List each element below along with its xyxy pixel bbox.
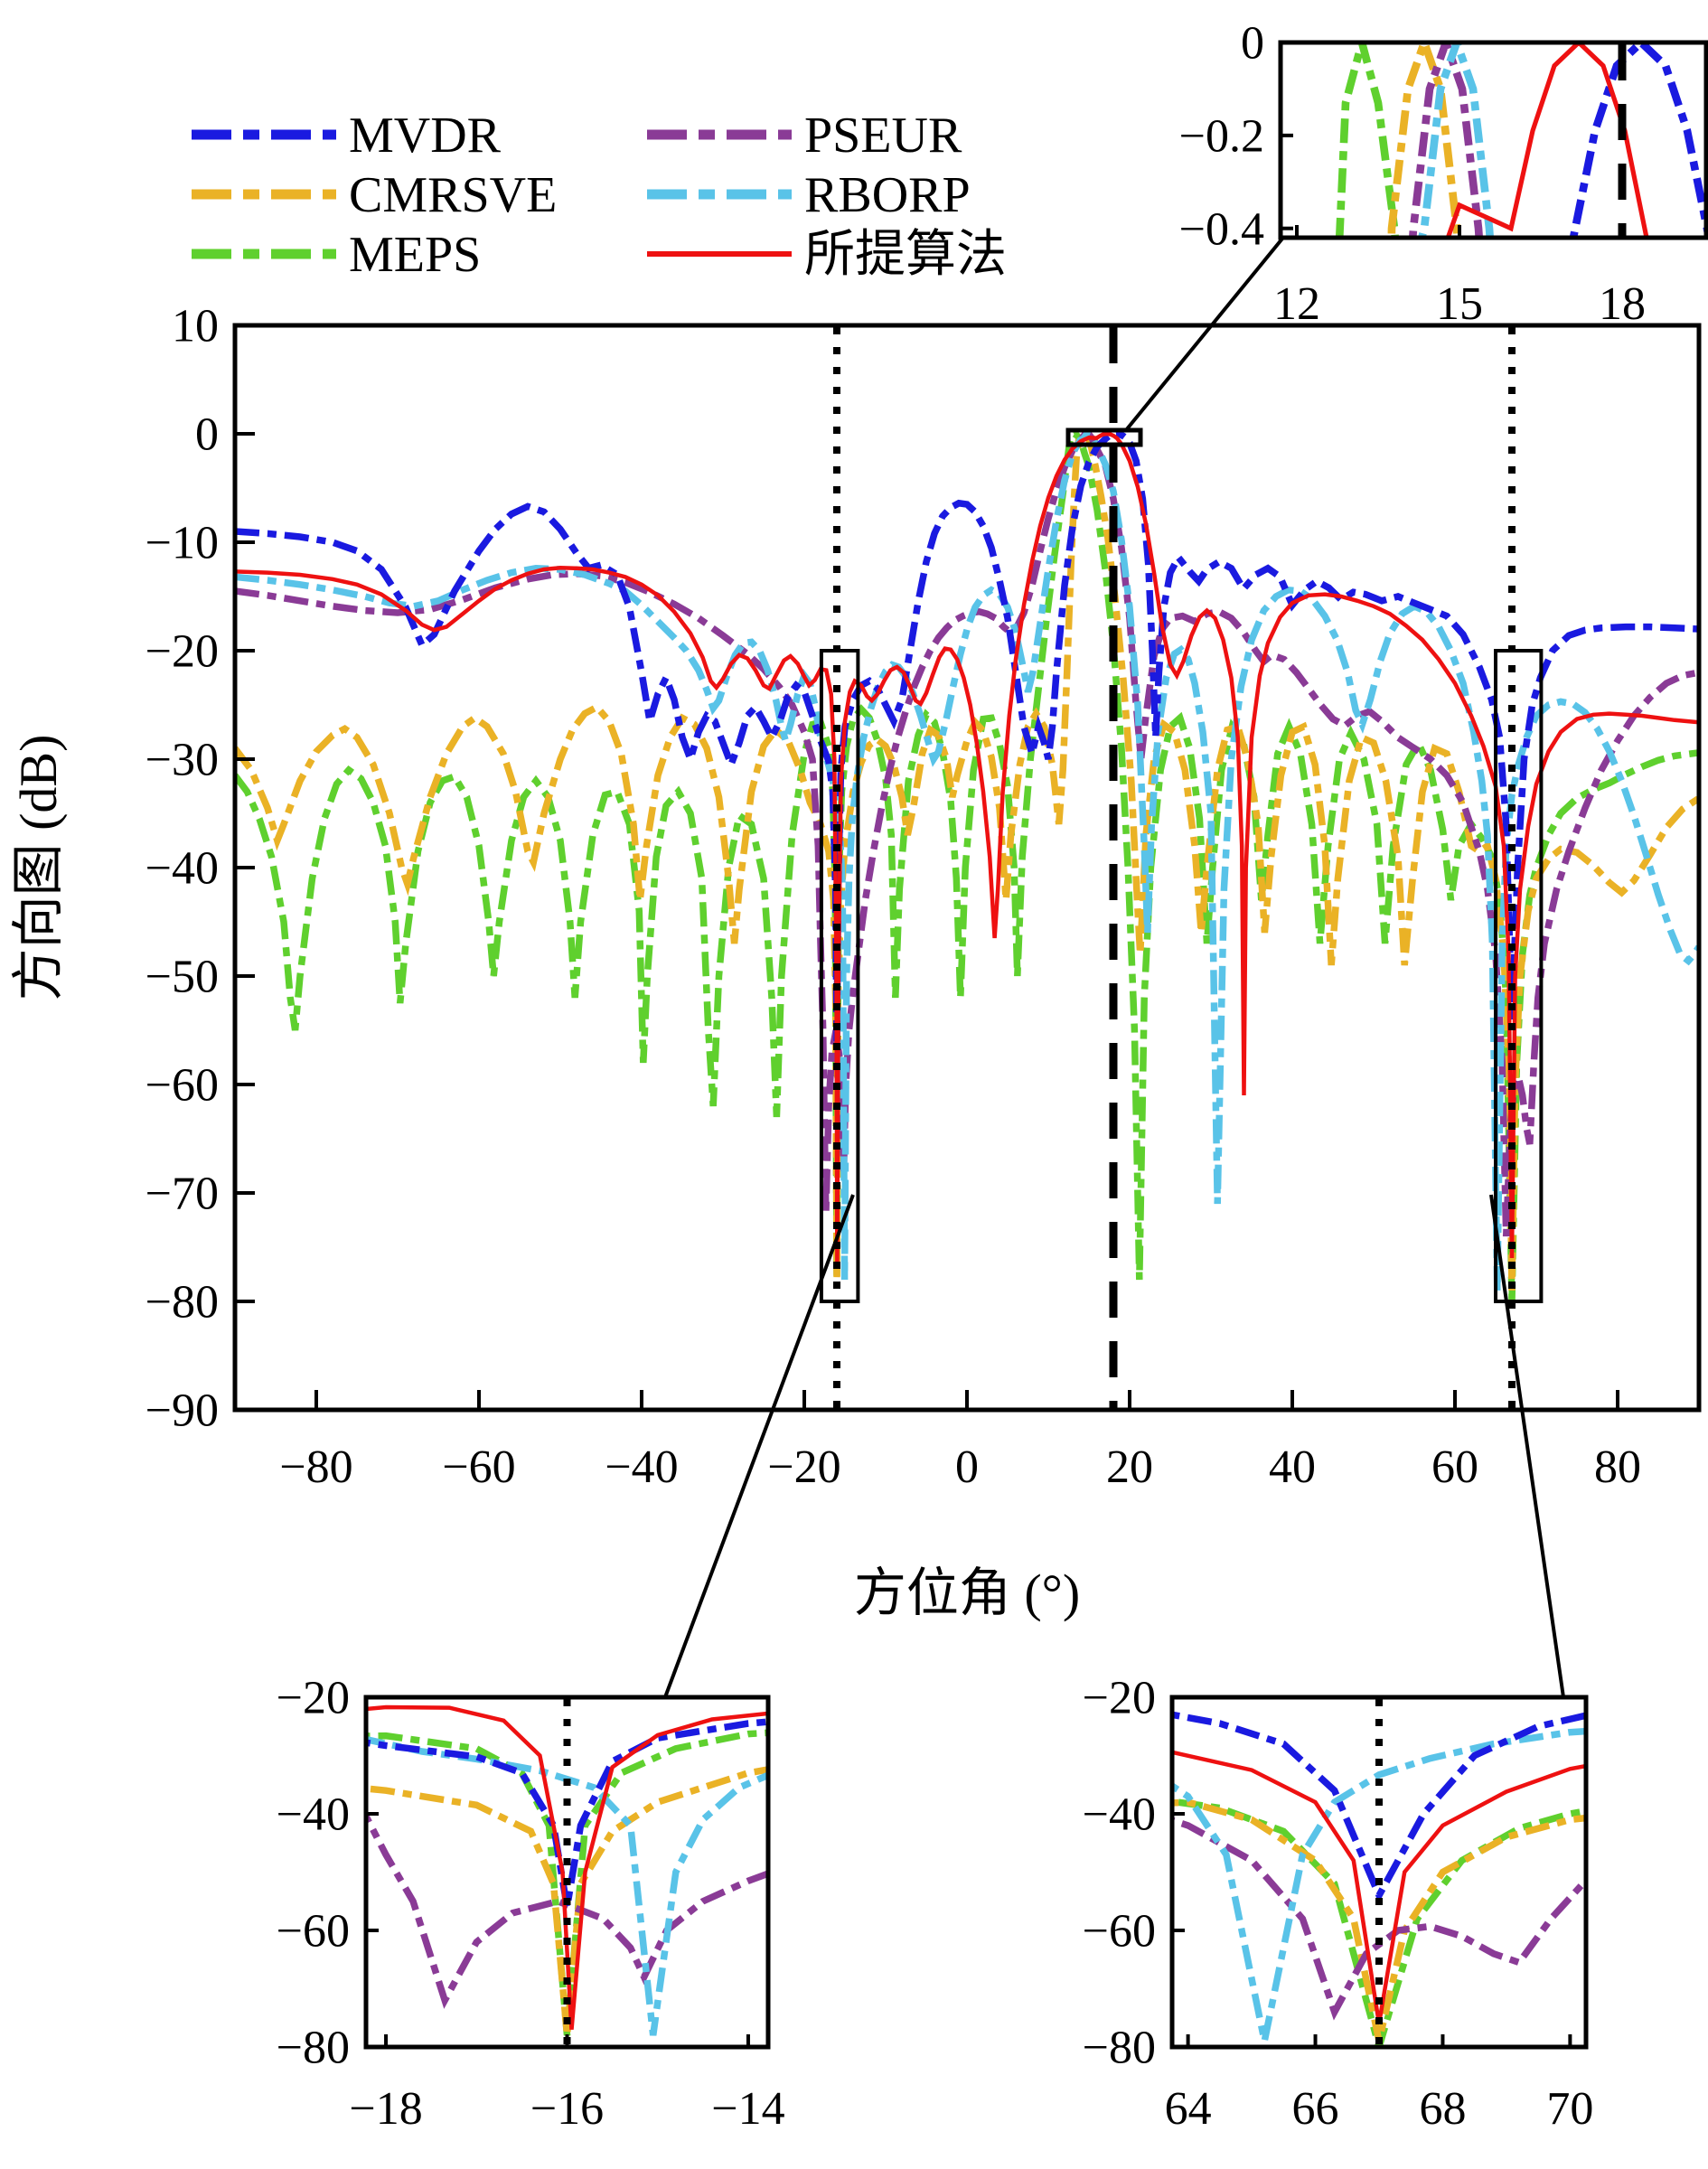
inset-null-right-frame — [1169, 1695, 1589, 2050]
series-cmrsve — [366, 1766, 768, 2036]
y-tick-label: −80 — [277, 2023, 350, 2074]
y-tick-label: 0 — [195, 409, 219, 461]
legend-entry-meps: MEPS — [192, 227, 481, 283]
legend-label-proposed: 所提算法 — [804, 227, 1007, 283]
x-tick-label: 12 — [1273, 278, 1320, 330]
y-tick-label: −80 — [1083, 2023, 1156, 2074]
inset-null-right-curves — [1172, 1711, 1586, 2047]
x-tick-label: 70 — [1546, 2083, 1593, 2135]
y-tick-label: −80 — [145, 1277, 219, 1329]
inset-peak-curves — [1335, 42, 1706, 238]
connector-peak — [1124, 237, 1284, 432]
x-tick-label: −80 — [279, 1441, 352, 1493]
series-proposed — [366, 1704, 768, 2030]
series-rborp — [235, 429, 1699, 1291]
zoom-region-box — [819, 649, 860, 1303]
y-axis-label: 方向图 (dB) — [9, 735, 68, 1001]
series-rborp — [1172, 1727, 1586, 2042]
y-tick-label: −40 — [1083, 1789, 1156, 1841]
y-tick-label: −60 — [145, 1060, 219, 1112]
inset-peak: 12 15 18 0 −0.2 −0.4 — [1179, 18, 1708, 330]
legend-label-meps: MEPS — [349, 227, 481, 283]
x-tick-label: −20 — [767, 1441, 840, 1493]
y-tick-label: −50 — [145, 952, 219, 1003]
legend-label-cmrsve: CMRSVE — [349, 167, 557, 223]
y-tick-label: 10 — [172, 301, 219, 352]
legend-label-rborp: RBORP — [804, 167, 971, 223]
inset-null-right: 64 66 68 70 −20 −40 −60 −80 — [1083, 1673, 1594, 2135]
x-tick-label: 60 — [1431, 1441, 1478, 1493]
x-tick-label: 15 — [1436, 278, 1483, 330]
x-tick-label: 18 — [1599, 278, 1646, 330]
legend-entry-pseur: PSEUR — [647, 108, 962, 164]
y-tick-label: 0 — [1241, 18, 1264, 70]
legend-entry-cmrsve: CMRSVE — [192, 167, 557, 223]
series-proposed — [235, 431, 1699, 1270]
series-mvdr — [366, 1718, 768, 1908]
series-proposed — [1445, 42, 1649, 238]
x-axis-label: 方位角 (°) — [854, 1563, 1080, 1622]
series-meps — [235, 429, 1699, 1302]
x-tick-label: 68 — [1419, 2083, 1466, 2135]
y-tick-label: −70 — [145, 1169, 219, 1220]
x-tick-label: 80 — [1594, 1441, 1641, 1493]
legend-entry-proposed: 所提算法 — [647, 227, 1007, 283]
series-mvdr — [1172, 1711, 1586, 1903]
legend-entry-mvdr: MVDR — [192, 108, 502, 164]
series-meps — [366, 1729, 768, 2036]
connector-right — [1489, 1194, 1565, 1698]
y-tick-label: −20 — [277, 1673, 350, 1724]
x-tick-label: −60 — [442, 1441, 515, 1493]
x-tick-label: 40 — [1269, 1441, 1316, 1493]
y-tick-label: −10 — [145, 518, 219, 569]
y-tick-label: −30 — [145, 735, 219, 786]
series-proposed — [1172, 1750, 1586, 2024]
y-tick-label: −40 — [145, 843, 219, 895]
x-tick-label: 0 — [955, 1441, 979, 1493]
x-tick-label: −14 — [711, 2083, 784, 2135]
series-cmrsve — [1172, 1798, 1586, 2042]
y-tick-label: −0.2 — [1179, 111, 1264, 163]
x-tick-label: −16 — [530, 2083, 604, 2135]
inset-peak-frame — [1278, 40, 1708, 240]
x-tick-label: 20 — [1106, 1441, 1153, 1493]
series-meps — [1335, 42, 1400, 238]
connector-left — [663, 1194, 855, 1698]
series-pseur — [1408, 42, 1484, 238]
x-tick-label: 66 — [1292, 2083, 1339, 2135]
y-tick-label: −40 — [277, 1789, 350, 1841]
series-cmrsve — [1387, 42, 1461, 238]
y-tick-label: −20 — [1083, 1673, 1156, 1724]
main-plot: −80 −60 −40 −20 0 20 40 60 80100−10−20−30−40−50−… — [9, 301, 1702, 1622]
main-plot-curves — [235, 429, 1699, 1302]
legend-label-pseur: PSEUR — [804, 108, 962, 164]
series-mvdr — [235, 430, 1699, 1042]
y-tick-label: −60 — [277, 1906, 350, 1958]
x-tick-label: −18 — [349, 2083, 422, 2135]
inset-null-left-curves — [366, 1704, 768, 2036]
peak-zoom-bracket — [1065, 427, 1143, 447]
x-tick-label: −40 — [605, 1441, 678, 1493]
legend-entry-rborp: RBORP — [647, 167, 971, 223]
series-mvdr — [1569, 42, 1706, 238]
zoom-region-box — [1494, 649, 1544, 1303]
legend-label-mvdr: MVDR — [349, 108, 502, 164]
inset-null-left: −18 −16 −14 −20 −40 −60 −80 — [277, 1673, 785, 2135]
series-pseur — [366, 1808, 768, 2009]
y-tick-label: −20 — [145, 626, 219, 678]
series-rborp — [366, 1735, 768, 2036]
series-rborp — [1417, 42, 1495, 238]
y-tick-label: −90 — [145, 1385, 219, 1437]
y-tick-label: −0.4 — [1179, 203, 1264, 255]
series-meps — [1172, 1798, 1586, 2047]
series-cmrsve — [235, 429, 1699, 1291]
y-tick-label: −60 — [1083, 1906, 1156, 1958]
series-pseur — [1172, 1817, 1586, 2021]
x-tick-label: 64 — [1165, 2083, 1212, 2135]
